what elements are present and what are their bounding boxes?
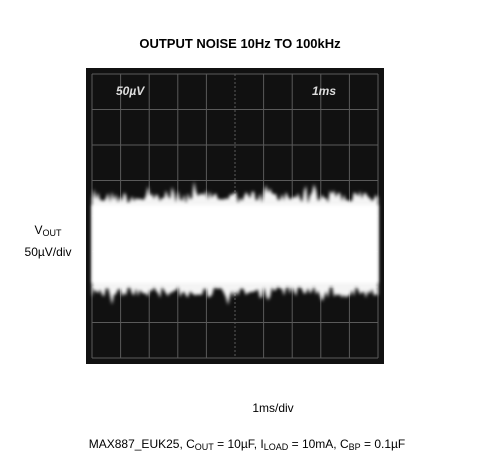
caption-sub: BP — [349, 442, 361, 452]
caption: MAX887_EUK25, COUT = 10µF, ILOAD = 10mA,… — [89, 437, 406, 452]
y-label: VOUT — [34, 223, 62, 238]
y-label-symbol: V — [34, 223, 42, 237]
noise-trace — [92, 181, 378, 305]
caption-part: = 10µF, I — [214, 437, 264, 451]
x-label: 1ms/div — [252, 401, 293, 415]
screen-label: 1ms — [312, 84, 336, 98]
y-label-subscript: OUT — [43, 228, 63, 238]
screen-label: 50µV — [116, 84, 145, 98]
caption-sub: OUT — [195, 442, 215, 452]
noise-core — [92, 205, 378, 283]
caption-part: = 10mA, C — [288, 437, 349, 451]
title: OUTPUT NOISE 10Hz TO 100kHz — [139, 36, 341, 51]
caption-part: = 0.1µF — [361, 437, 406, 451]
caption-sub: LOAD — [264, 442, 289, 452]
y-scale: 50µV/div — [25, 245, 72, 259]
caption-part: MAX887_EUK25, C — [89, 437, 195, 451]
